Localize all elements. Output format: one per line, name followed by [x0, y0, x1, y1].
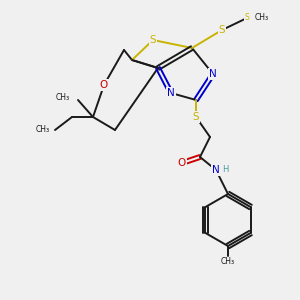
Text: CH₃: CH₃: [255, 14, 269, 22]
Text: O: O: [100, 80, 108, 90]
Text: CH₃: CH₃: [221, 257, 235, 266]
Text: N: N: [212, 165, 220, 175]
Text: O: O: [178, 158, 186, 168]
Text: S: S: [150, 35, 156, 45]
Text: S: S: [219, 25, 225, 35]
Text: H: H: [222, 166, 228, 175]
Text: N: N: [167, 88, 175, 98]
Text: S: S: [244, 14, 249, 22]
Text: CH₃: CH₃: [56, 94, 70, 103]
Text: N: N: [209, 69, 217, 79]
Text: S: S: [193, 112, 199, 122]
Text: CH₃: CH₃: [36, 125, 50, 134]
